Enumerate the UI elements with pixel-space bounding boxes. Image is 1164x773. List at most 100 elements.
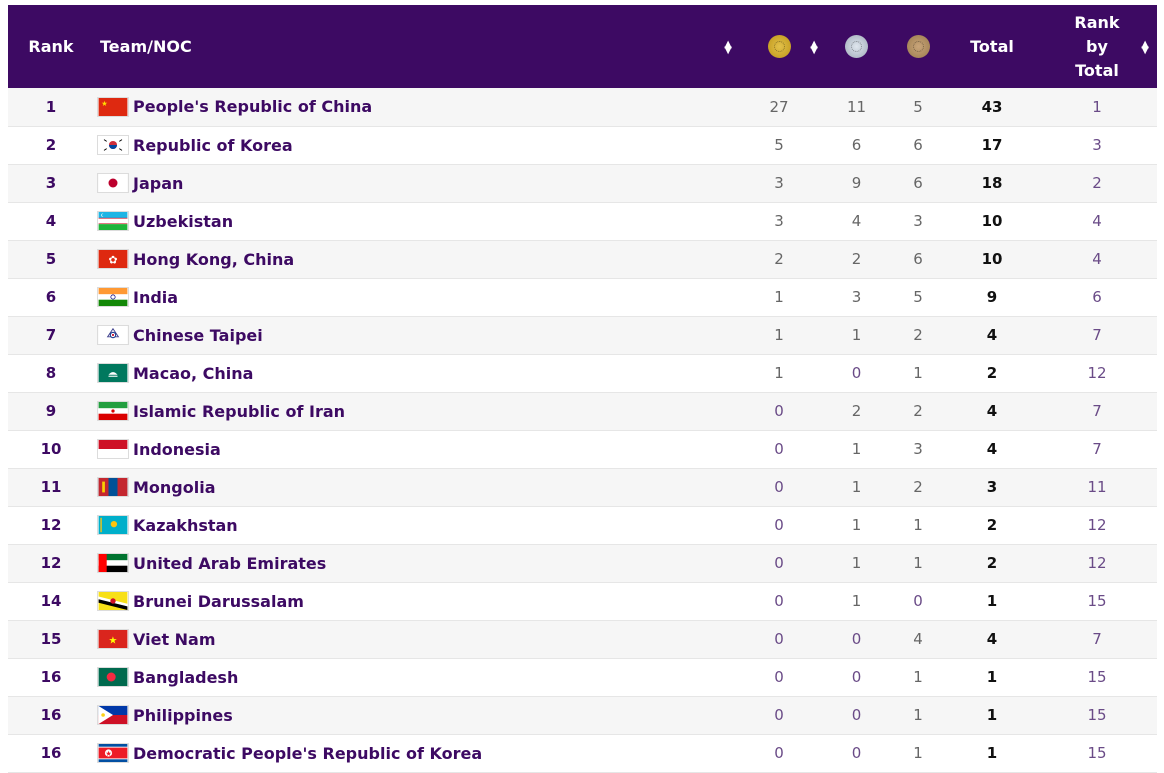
silver-count: 1: [851, 478, 862, 496]
gold-count: 0: [774, 554, 784, 572]
bronze-count: 3: [913, 212, 923, 230]
rank-cell: 14: [40, 592, 62, 610]
team-name-link[interactable]: Viet Nam: [133, 629, 216, 649]
team-cell[interactable]: Kazakhstan: [94, 506, 734, 544]
sort-arrows-icon[interactable]: ▲ ▼: [810, 38, 818, 56]
team-cell[interactable]: United Arab Emirates: [94, 544, 734, 582]
rank-by-total-cell: 1: [1092, 97, 1102, 116]
philippines-flag-icon: [97, 705, 129, 725]
team-name-link[interactable]: India: [133, 287, 179, 307]
bronze-count: 6: [913, 250, 923, 268]
team-name-link[interactable]: Islamic Republic of Iran: [133, 401, 346, 421]
team-header[interactable]: Team/NOC ▲ ▼: [94, 5, 734, 88]
rank-by-total-header[interactable]: Rank by Total ▲ ▼: [1037, 5, 1157, 88]
table-row: 12 Kazakhstan 0 1 1 2 12: [8, 506, 1157, 544]
team-name-link[interactable]: Macao, China: [133, 363, 254, 383]
total-count: 1: [986, 592, 998, 610]
rank-header-label: Rank: [28, 37, 74, 56]
team-name-link[interactable]: People's Republic of China: [133, 97, 373, 117]
bronze-header[interactable]: [889, 5, 947, 88]
team-cell[interactable]: Macao, China: [94, 354, 734, 392]
silver-count: 3: [851, 288, 862, 306]
gold-count: 1: [774, 364, 784, 382]
gold-count: 5: [774, 136, 784, 154]
rank-by-total-cell: 3: [1092, 136, 1102, 154]
team-name-link[interactable]: Hong Kong, China: [133, 249, 295, 269]
total-count: 2: [986, 554, 998, 572]
team-cell[interactable]: Republic of Korea: [94, 126, 734, 164]
silver-header[interactable]: [824, 5, 889, 88]
rank-cell: 9: [45, 402, 57, 420]
silver-count: 0: [851, 364, 862, 382]
rank-cell: 12: [40, 554, 62, 572]
team-cell[interactable]: Chinese Taipei: [94, 316, 734, 354]
team-cell[interactable]: Bangladesh: [94, 658, 734, 696]
team-name-link[interactable]: Kazakhstan: [133, 515, 238, 535]
sort-arrows-icon[interactable]: ▲ ▼: [724, 38, 732, 56]
mongolia-flag-icon: [97, 477, 129, 497]
bronze-count: 2: [913, 478, 923, 496]
japan-flag-icon: [97, 173, 129, 193]
rank-by-total-cell: 4: [1092, 212, 1102, 230]
rank-by-total-header-label: Rank by Total: [1074, 12, 1120, 80]
rank-cell: 11: [40, 478, 62, 496]
team-cell[interactable]: Brunei Darussalam: [94, 582, 734, 620]
team-cell[interactable]: ✿ Hong Kong, China: [94, 240, 734, 278]
team-name-link[interactable]: Mongolia: [133, 477, 216, 497]
team-name-link[interactable]: Brunei Darussalam: [133, 591, 304, 611]
bronze-count: 5: [913, 288, 923, 306]
bronze-count: 1: [913, 516, 923, 534]
rank-cell: 1: [45, 97, 57, 116]
table-row: 9 Islamic Republic of Iran 0 2 2 4 7: [8, 392, 1157, 430]
team-name-link[interactable]: Japan: [133, 173, 184, 193]
rank-by-total-cell: 7: [1092, 630, 1102, 648]
team-name-link[interactable]: Chinese Taipei: [133, 325, 263, 345]
rank-cell: 4: [45, 212, 57, 230]
table-row: 4 Uzbekistan 3 4 3 10 4: [8, 202, 1157, 240]
table-row: 3 Japan 3 9 6 18 2: [8, 164, 1157, 202]
team-cell[interactable]: Islamic Republic of Iran: [94, 392, 734, 430]
team-name-link[interactable]: United Arab Emirates: [133, 553, 327, 573]
total-header[interactable]: Total: [947, 5, 1037, 88]
rank-by-total-cell: 7: [1092, 326, 1102, 344]
team-name-link[interactable]: Democratic People's Republic of Korea: [133, 743, 483, 763]
team-name-link[interactable]: Uzbekistan: [133, 211, 234, 231]
team-name-link[interactable]: Indonesia: [133, 439, 221, 459]
medal-table: Rank Team/NOC ▲ ▼ ▲ ▼: [8, 5, 1157, 773]
team-cell[interactable]: ★ People's Republic of China: [94, 88, 734, 126]
gold-count: 0: [774, 630, 784, 648]
rank-header[interactable]: Rank: [8, 5, 94, 88]
team-cell[interactable]: Uzbekistan: [94, 202, 734, 240]
gold-count: 1: [774, 288, 784, 306]
rank-by-total-cell: 12: [1087, 364, 1107, 382]
total-count: 3: [986, 478, 998, 496]
team-name-link[interactable]: Philippines: [133, 705, 233, 725]
team-cell[interactable]: ★ Democratic People's Republic of Korea: [94, 734, 734, 772]
gold-medal-icon: [767, 35, 791, 58]
bronze-count: 2: [913, 326, 923, 344]
macao-flag-icon: [97, 363, 129, 383]
gold-count: 0: [774, 440, 784, 458]
team-cell[interactable]: Philippines: [94, 696, 734, 734]
table-row: 11 Mongolia 0 1 2 3 11: [8, 468, 1157, 506]
team-cell[interactable]: India: [94, 278, 734, 316]
team-name-link[interactable]: Bangladesh: [133, 667, 239, 687]
team-cell[interactable]: Indonesia: [94, 430, 734, 468]
team-cell[interactable]: Japan: [94, 164, 734, 202]
bronze-medal-icon: [906, 35, 930, 58]
sort-arrows-icon[interactable]: ▲ ▼: [1141, 38, 1149, 56]
bronze-count: 1: [913, 744, 923, 762]
team-cell[interactable]: ★ Viet Nam: [94, 620, 734, 658]
rank-by-total-cell: 12: [1087, 516, 1107, 534]
team-name-link[interactable]: Republic of Korea: [133, 135, 293, 155]
gold-header[interactable]: ▲ ▼: [734, 5, 824, 88]
total-count: 4: [986, 402, 998, 420]
rank-cell: 12: [40, 516, 62, 534]
total-count: 4: [986, 630, 998, 648]
kazakhstan-flag-icon: [97, 515, 129, 535]
table-row: 16 Bangladesh 0 0 1 1 15: [8, 658, 1157, 696]
gold-count: 0: [774, 592, 784, 610]
team-cell[interactable]: Mongolia: [94, 468, 734, 506]
total-count: 1: [986, 668, 998, 686]
